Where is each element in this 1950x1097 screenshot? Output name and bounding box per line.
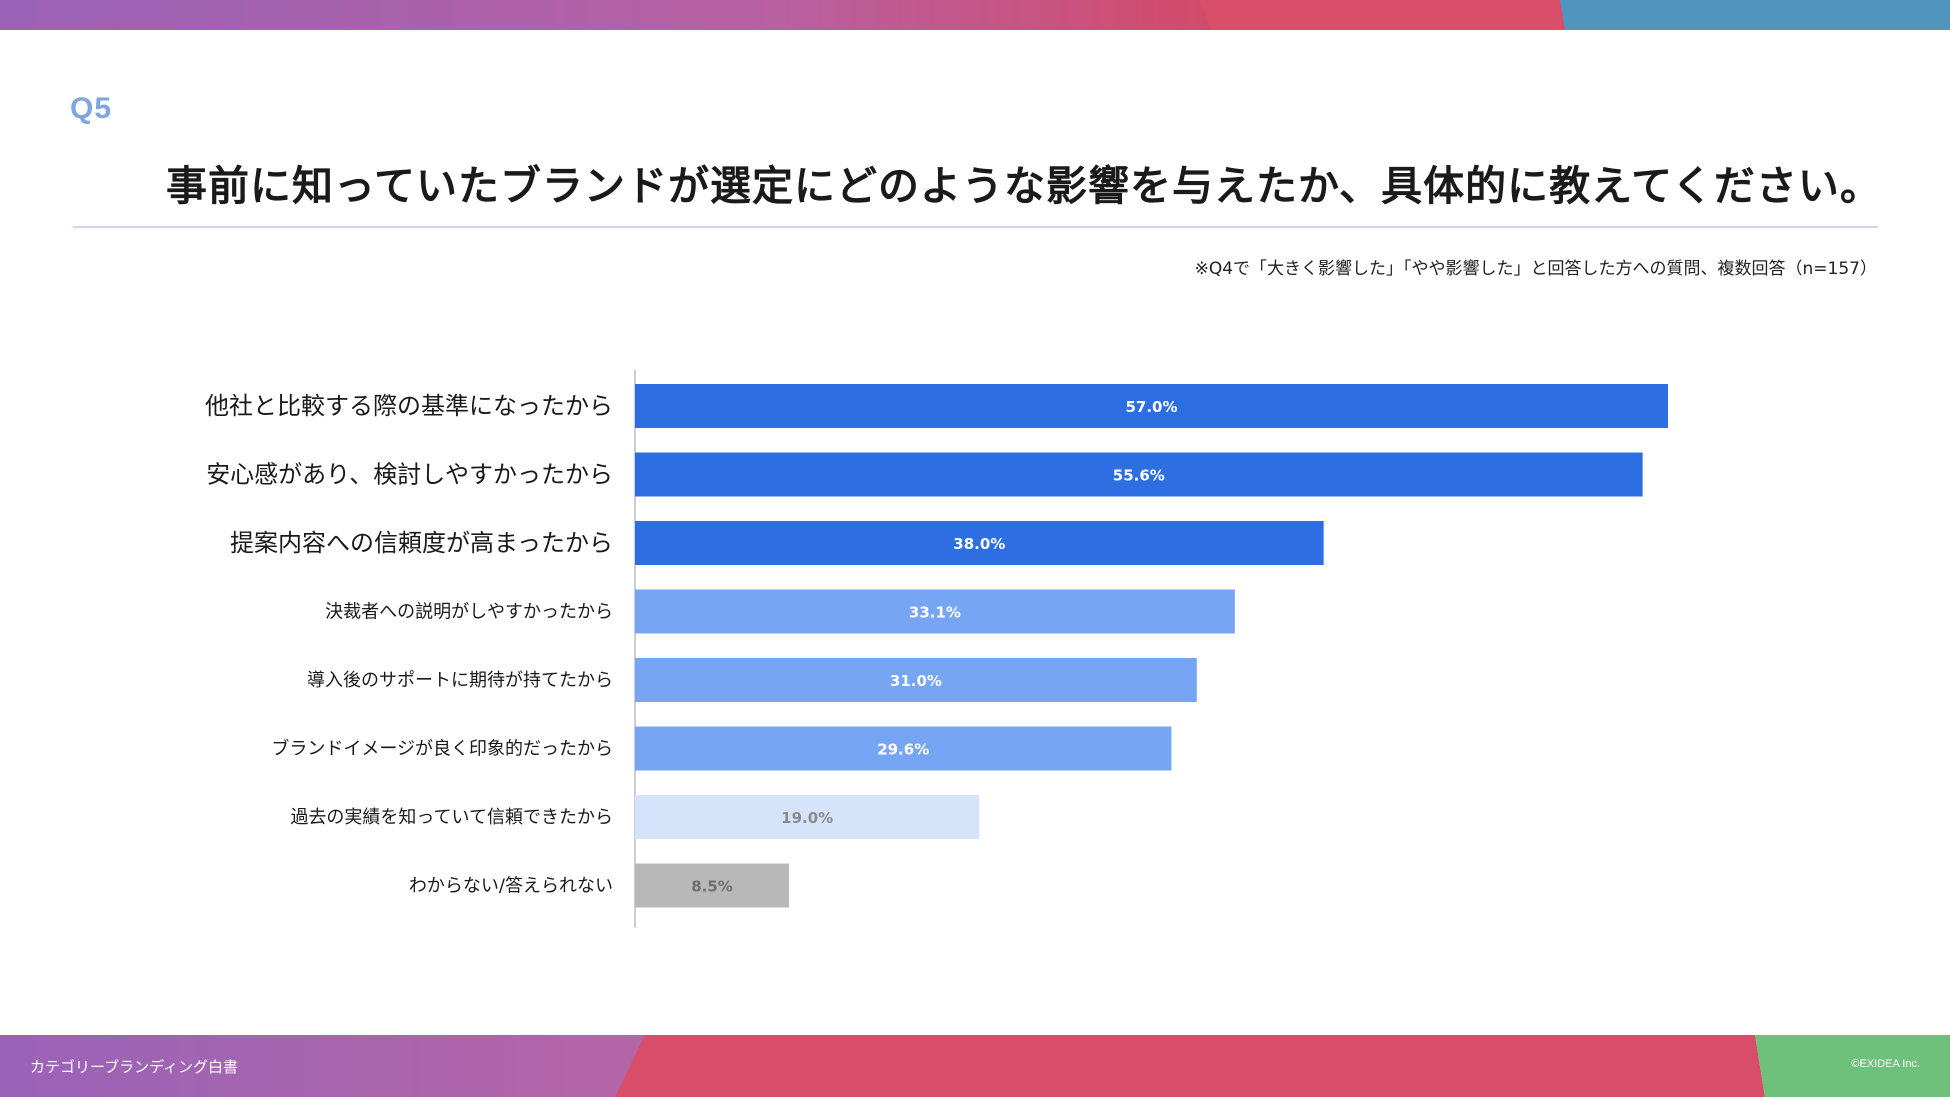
bottom-decorative-band [0, 1035, 1950, 1097]
bar-value-label: 55.6% [1113, 467, 1165, 485]
bar [635, 863, 790, 908]
question-number: Q5 [70, 92, 113, 125]
bar [635, 658, 1197, 702]
top-decorative-band [0, 0, 1950, 30]
category-label: わからない/答えられない [409, 876, 613, 897]
bar [635, 589, 1235, 634]
bar [635, 384, 1668, 428]
bar [635, 521, 1324, 565]
category-label: 過去の実績を知っていて信頼できたから [290, 807, 613, 828]
bar-value-label: 57.0% [1125, 398, 1177, 416]
category-label: 提案内容への信頼度が高まったから [230, 529, 613, 557]
footer-publication-title: カテゴリーブランディング白書 [30, 1058, 239, 1076]
footer-copyright: ©EXIDEA Inc. [1851, 1058, 1920, 1070]
survey-note: ※Q4で「大きく影響した」「やや影響した」と回答した方への質問、複数回答（n=1… [1194, 259, 1877, 279]
bar-chart: 57.0% 他社と比較する際の基準になったから 55.6% 安心感があり、検討しやすか… [205, 370, 1668, 928]
page-title: 事前に知っていたブランドが選定にどのような影響を与えたか、具体的に教えてください… [166, 162, 1882, 210]
category-label: 安心感があり、検討しやすかったから [206, 461, 613, 489]
category-label: ブランドイメージが良く印象的だったから [271, 738, 613, 760]
bar [635, 726, 1172, 771]
category-label: 導入後のサポートに期待が持てたから [307, 670, 613, 691]
bar [635, 452, 1643, 497]
bar-value-label: 33.1% [909, 604, 961, 622]
category-label: 決裁者への説明がしやすかったから [325, 602, 613, 623]
bar-value-label: 29.6% [877, 741, 929, 759]
bar [635, 795, 980, 839]
bar-value-label: 31.0% [890, 672, 942, 690]
category-label: 他社と比較する際の基準になったから [205, 392, 613, 420]
title-divider [73, 226, 1878, 228]
bar-value-label: 8.5% [691, 878, 733, 896]
bar-value-label: 38.0% [953, 535, 1005, 553]
bar-value-label: 19.0% [781, 809, 833, 827]
